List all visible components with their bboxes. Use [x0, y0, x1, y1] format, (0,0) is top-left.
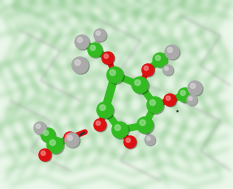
Circle shape	[180, 91, 185, 95]
Circle shape	[103, 53, 115, 65]
Circle shape	[77, 37, 82, 42]
Circle shape	[124, 136, 136, 148]
Circle shape	[41, 128, 55, 142]
Circle shape	[150, 100, 155, 105]
Circle shape	[65, 133, 77, 145]
Circle shape	[154, 54, 168, 68]
Circle shape	[96, 31, 100, 35]
Circle shape	[75, 35, 89, 49]
Circle shape	[67, 136, 72, 140]
Circle shape	[113, 123, 129, 139]
Circle shape	[135, 80, 140, 85]
Circle shape	[39, 149, 51, 161]
Circle shape	[75, 60, 80, 65]
Circle shape	[163, 65, 173, 75]
Circle shape	[125, 137, 137, 149]
Circle shape	[48, 138, 64, 154]
Circle shape	[35, 123, 47, 135]
Circle shape	[166, 96, 170, 100]
Circle shape	[166, 46, 180, 60]
Circle shape	[100, 105, 105, 110]
Circle shape	[95, 30, 107, 42]
Circle shape	[188, 81, 202, 95]
Circle shape	[190, 84, 195, 88]
Circle shape	[112, 122, 128, 138]
Circle shape	[126, 138, 130, 142]
Circle shape	[142, 64, 154, 76]
Circle shape	[148, 98, 164, 114]
Circle shape	[168, 47, 172, 52]
Circle shape	[94, 29, 106, 41]
Circle shape	[107, 67, 123, 83]
Circle shape	[189, 82, 203, 96]
Circle shape	[72, 57, 88, 73]
Circle shape	[143, 65, 155, 77]
Circle shape	[96, 121, 100, 125]
Circle shape	[94, 119, 106, 131]
Circle shape	[165, 95, 177, 107]
Circle shape	[138, 118, 154, 134]
Circle shape	[189, 97, 192, 100]
Circle shape	[41, 151, 45, 155]
Circle shape	[178, 88, 192, 102]
Circle shape	[188, 96, 198, 106]
Circle shape	[132, 77, 148, 93]
Circle shape	[147, 137, 150, 140]
Circle shape	[145, 135, 155, 145]
Circle shape	[50, 140, 55, 145]
Circle shape	[47, 137, 63, 153]
Circle shape	[147, 97, 163, 113]
Circle shape	[95, 120, 107, 132]
Circle shape	[102, 52, 114, 64]
Circle shape	[179, 89, 193, 103]
Circle shape	[110, 70, 115, 75]
Circle shape	[40, 150, 52, 162]
Circle shape	[140, 120, 145, 125]
Circle shape	[137, 117, 153, 133]
Circle shape	[89, 44, 103, 58]
Circle shape	[164, 66, 174, 76]
Circle shape	[97, 102, 113, 118]
Circle shape	[42, 129, 56, 143]
Circle shape	[144, 66, 148, 70]
Circle shape	[165, 67, 168, 70]
Circle shape	[155, 55, 160, 60]
Circle shape	[153, 53, 167, 67]
Circle shape	[76, 36, 90, 50]
Circle shape	[64, 132, 76, 144]
Circle shape	[73, 58, 89, 74]
Circle shape	[65, 133, 79, 147]
Circle shape	[108, 68, 124, 84]
Circle shape	[133, 78, 149, 94]
Circle shape	[34, 122, 46, 134]
Circle shape	[165, 45, 179, 59]
Circle shape	[43, 130, 48, 135]
Circle shape	[104, 54, 108, 58]
Circle shape	[98, 103, 114, 119]
Circle shape	[146, 136, 156, 146]
Circle shape	[36, 124, 40, 128]
Circle shape	[115, 125, 120, 130]
Circle shape	[187, 95, 197, 105]
Circle shape	[88, 43, 102, 57]
Circle shape	[66, 134, 70, 138]
Circle shape	[164, 94, 176, 106]
Circle shape	[90, 45, 95, 50]
Circle shape	[66, 134, 80, 148]
